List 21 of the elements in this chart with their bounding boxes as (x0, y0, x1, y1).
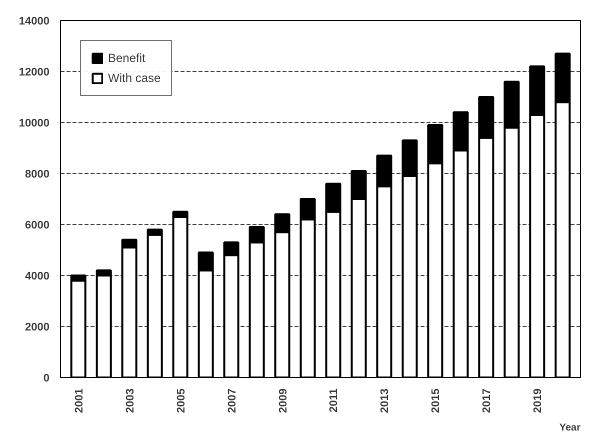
x-tick-label: 2011 (328, 388, 340, 412)
x-axis-title: Year (559, 422, 581, 434)
x-tick-label: 2005 (175, 388, 188, 413)
y-tick-label: 14000 (18, 16, 50, 28)
x-tick-label: 2001 (73, 388, 86, 413)
x-tick-label: 2019 (532, 388, 544, 413)
y-tick-label: 6000 (25, 220, 50, 232)
y-tick-label: 2000 (25, 322, 50, 334)
y-tick-label: 8000 (25, 168, 50, 180)
x-tick-label: 2013 (379, 388, 392, 413)
y-tick-label: 12000 (18, 66, 50, 78)
y-tick-label: 0 (43, 372, 50, 384)
x-tick-label: 2003 (124, 388, 136, 413)
x-tick-label: 2017 (481, 388, 494, 413)
x-tick-label: 2009 (277, 388, 290, 413)
y-tick-label: 4000 (25, 270, 50, 282)
x-tick-label: 2007 (226, 388, 238, 413)
x-tick-label: 2015 (430, 388, 442, 413)
legend-label: Benefit (108, 51, 146, 65)
y-tick-label: 10000 (18, 118, 50, 130)
legend-label: With case (108, 71, 161, 85)
